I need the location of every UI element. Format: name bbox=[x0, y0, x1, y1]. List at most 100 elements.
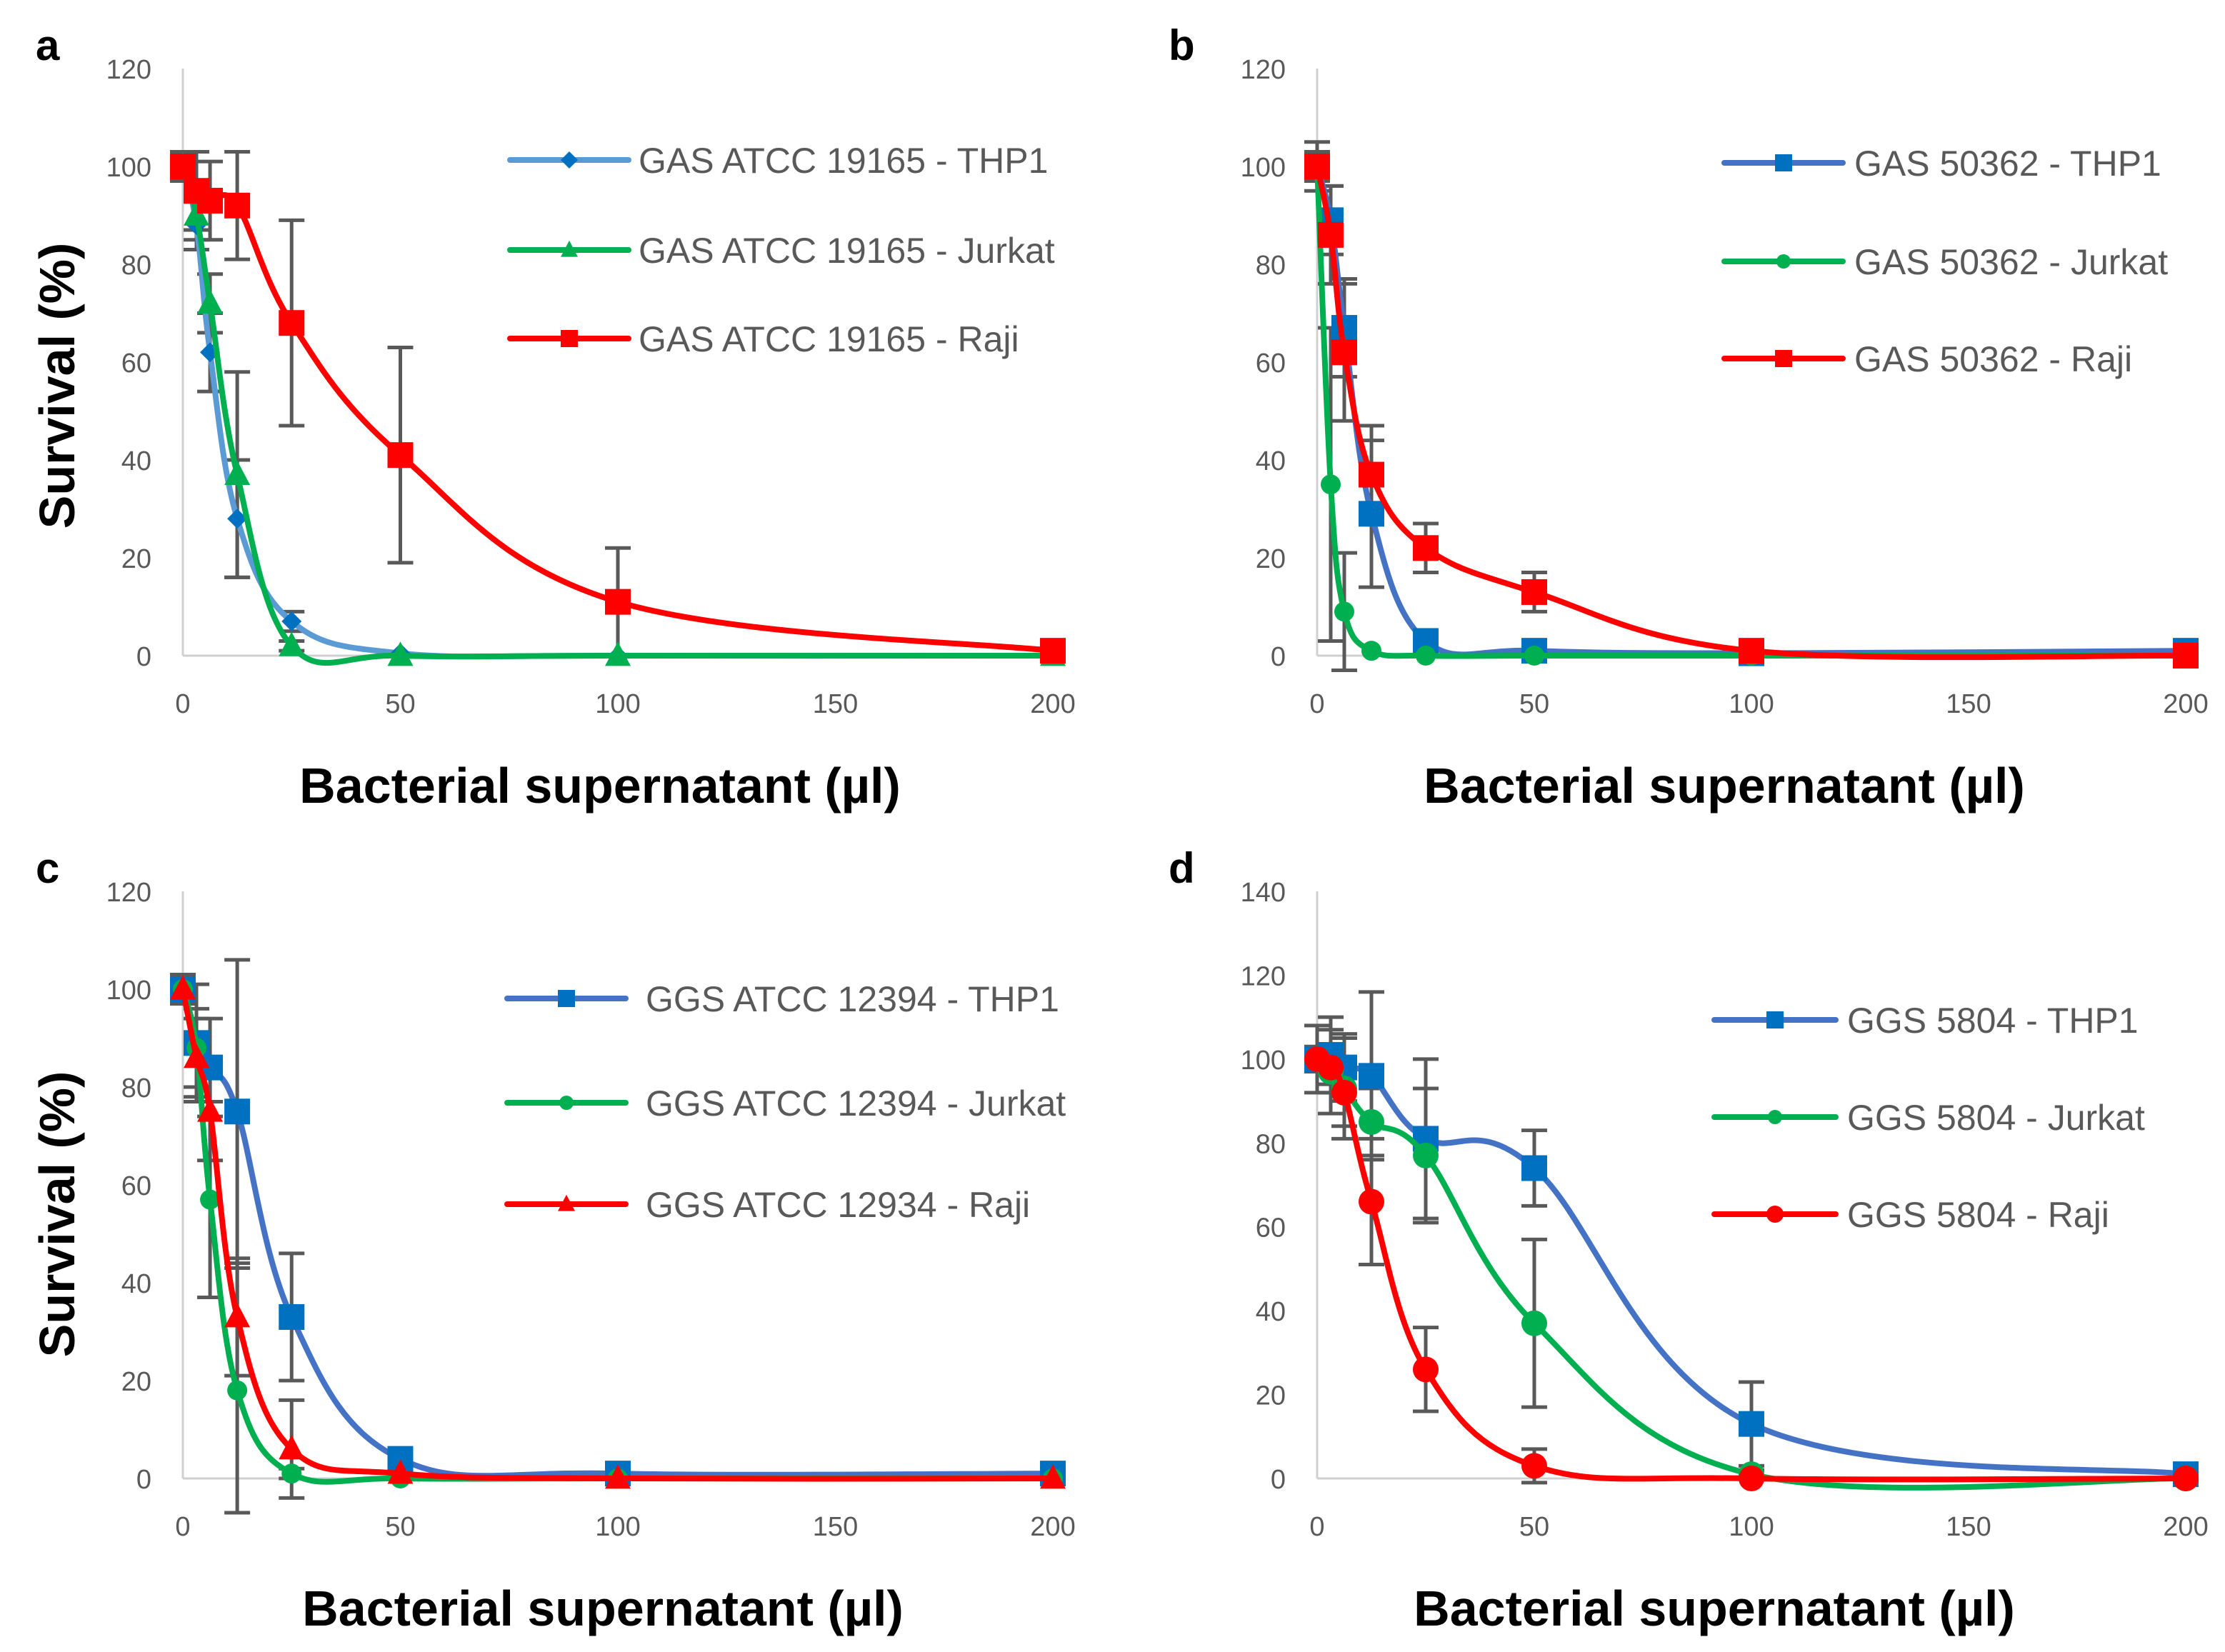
legend-label: GAS ATCC 19165 - Raji bbox=[639, 319, 1019, 359]
data-point bbox=[197, 289, 224, 314]
y-tick-label: 80 bbox=[1256, 1129, 1286, 1159]
x-tick-label: 150 bbox=[1946, 689, 1991, 719]
data-point bbox=[1521, 1155, 1547, 1181]
y-axis-title: Survival (%) bbox=[29, 243, 85, 529]
y-tick-label: 20 bbox=[121, 544, 151, 574]
data-point bbox=[1521, 579, 1547, 605]
x-tick-label: 150 bbox=[1946, 1512, 1991, 1542]
data-point bbox=[279, 1435, 305, 1460]
data-point bbox=[1739, 1411, 1764, 1437]
y-tick-label: 100 bbox=[1241, 1046, 1286, 1076]
y-tick-label: 120 bbox=[106, 878, 151, 908]
y-tick-label: 0 bbox=[1271, 642, 1286, 672]
legend-label: GGS 5804 - THP1 bbox=[1847, 1001, 2139, 1041]
x-axis-title: Bacterial supernatant (µl) bbox=[1414, 1581, 2015, 1636]
data-point bbox=[1521, 1453, 1547, 1479]
legend-label: GAS 50362 - THP1 bbox=[1854, 144, 2161, 184]
x-tick-label: 200 bbox=[1030, 1512, 1075, 1542]
y-tick-label: 60 bbox=[121, 1171, 151, 1201]
data-point bbox=[184, 1043, 210, 1068]
legend-label: GAS ATCC 19165 - Jurkat bbox=[639, 231, 1055, 271]
data-point bbox=[197, 1097, 224, 1122]
data-point bbox=[184, 201, 210, 226]
y-tick-label: 0 bbox=[136, 642, 151, 672]
y-tick-label: 40 bbox=[1256, 1297, 1286, 1327]
panel-label: a bbox=[36, 21, 60, 69]
x-axis-title: Bacterial supernatant (µl) bbox=[302, 1581, 904, 1636]
x-tick-label: 50 bbox=[1519, 689, 1549, 719]
legend-label: GGS 5804 - Raji bbox=[1847, 1195, 2109, 1235]
data-point bbox=[224, 1303, 251, 1328]
data-point bbox=[1359, 1108, 1384, 1135]
data-point bbox=[1524, 646, 1544, 666]
chart-panel-b: b 0 20 40 60 80 100 120 0 50 100 150 200 Bacterial su… bbox=[1169, 21, 2209, 814]
legend-marker bbox=[1766, 1206, 1784, 1223]
series-line-0 bbox=[1314, 165, 2186, 658]
data-point bbox=[281, 1463, 302, 1484]
data-point bbox=[197, 187, 224, 214]
x-tick-label: 50 bbox=[1519, 1512, 1549, 1542]
data-point bbox=[1321, 474, 1341, 495]
data-point bbox=[1334, 601, 1354, 622]
data-point bbox=[224, 1098, 251, 1125]
legend-marker bbox=[561, 151, 578, 169]
data-point bbox=[224, 192, 251, 219]
x-tick-label: 50 bbox=[385, 689, 415, 719]
series-line-1 bbox=[180, 988, 1053, 1485]
legend-label: GGS ATCC 12934 - Raji bbox=[646, 1185, 1030, 1225]
panel-label: c bbox=[36, 844, 59, 892]
y-tick-label: 80 bbox=[121, 251, 151, 281]
panel-label: b bbox=[1169, 21, 1195, 69]
legend-marker bbox=[561, 330, 578, 347]
data-point bbox=[279, 1303, 305, 1330]
data-point bbox=[170, 975, 196, 1000]
legend-marker bbox=[1776, 254, 1791, 269]
data-point bbox=[2173, 643, 2199, 669]
legend-label: GAS ATCC 19165 - THP1 bbox=[639, 141, 1048, 181]
x-tick-label: 200 bbox=[2163, 1512, 2208, 1542]
y-tick-label: 120 bbox=[1241, 55, 1286, 85]
series-line-2 bbox=[180, 988, 1054, 1482]
y-tick-label: 100 bbox=[106, 976, 151, 1006]
series-line-0 bbox=[180, 988, 1054, 1479]
data-point bbox=[1359, 1188, 1384, 1215]
data-point bbox=[1304, 154, 1330, 179]
data-point bbox=[605, 1464, 631, 1489]
data-point bbox=[605, 641, 631, 666]
y-tick-label: 100 bbox=[1241, 153, 1286, 183]
legend-marker bbox=[1775, 350, 1792, 367]
x-tick-label: 200 bbox=[1030, 689, 1075, 719]
legend-label: GAS 50362 - Jurkat bbox=[1854, 242, 2168, 282]
data-point bbox=[1318, 1054, 1344, 1081]
y-tick-label: 80 bbox=[1256, 251, 1286, 281]
y-tick-label: 60 bbox=[121, 349, 151, 379]
y-tick-label: 100 bbox=[106, 153, 151, 183]
legend-label: GGS ATCC 12394 - THP1 bbox=[646, 979, 1059, 1019]
y-tick-label: 120 bbox=[106, 55, 151, 85]
data-point bbox=[1739, 638, 1764, 664]
panel-label: d bbox=[1169, 844, 1195, 892]
data-point bbox=[227, 509, 248, 529]
data-point bbox=[1359, 1063, 1384, 1089]
y-tick-label: 20 bbox=[1256, 1381, 1286, 1411]
x-tick-label: 150 bbox=[813, 689, 858, 719]
data-point bbox=[281, 611, 302, 632]
legend-marker bbox=[1768, 1110, 1782, 1124]
data-point bbox=[227, 1380, 248, 1401]
x-tick-label: 100 bbox=[595, 689, 640, 719]
x-tick-label: 0 bbox=[1309, 689, 1324, 719]
x-tick-label: 0 bbox=[175, 1512, 190, 1542]
x-axis-title: Bacterial supernatant (µl) bbox=[299, 758, 901, 814]
chart-panel-c: c 0 20 40 60 80 100 120 0 50 100 150 200 Bacterial su… bbox=[29, 844, 1076, 1636]
data-point bbox=[279, 631, 305, 656]
y-tick-label: 20 bbox=[1256, 544, 1286, 574]
y-tick-label: 40 bbox=[121, 1269, 151, 1299]
data-point bbox=[1413, 535, 1439, 561]
data-point bbox=[1331, 339, 1357, 366]
x-tick-label: 100 bbox=[1729, 689, 1774, 719]
y-tick-label: 0 bbox=[1271, 1465, 1286, 1495]
data-point bbox=[224, 460, 251, 485]
chart-panel-a: a 0 20 40 60 80 100 120 0 50 100 150 200 Bacterial su… bbox=[29, 21, 1076, 814]
x-tick-label: 100 bbox=[1729, 1512, 1774, 1542]
